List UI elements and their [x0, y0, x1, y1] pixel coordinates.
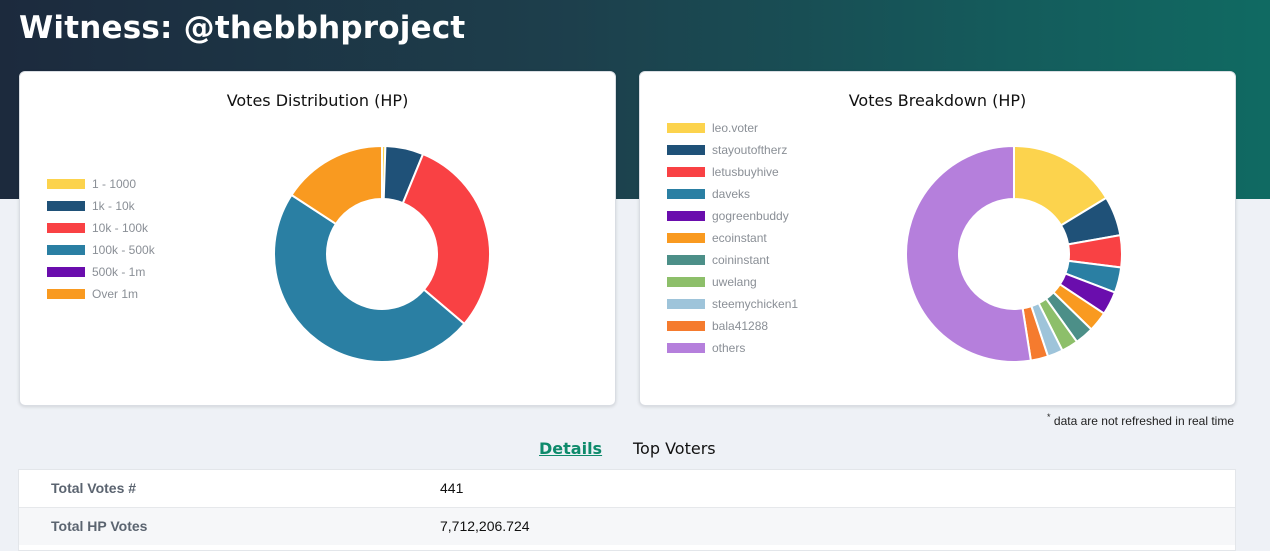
legend-swatch [667, 211, 705, 221]
breakdown-slice-others[interactable] [904, 144, 1033, 363]
total-hp-votes-value: 7,712,206.724 [440, 518, 530, 534]
legend-swatch [47, 223, 85, 233]
table-row: Total Votes # 441 [19, 470, 1235, 507]
legend-swatch [667, 167, 705, 177]
distribution-slice-over-1m[interactable] [290, 144, 383, 226]
legend-label: ecoinstant [712, 231, 767, 245]
table-row: Total HP Votes 7,712,206.724 [19, 507, 1235, 545]
legend-label: leo.voter [712, 121, 759, 135]
legend-label: 500k - 1m [92, 265, 146, 279]
distribution-slice-10k-100k[interactable] [401, 152, 491, 326]
legend-swatch [667, 343, 705, 353]
legend-label: stayoutoftherz [712, 143, 788, 157]
tab-details[interactable]: Details [539, 439, 603, 458]
total-votes-label: Total Votes # [51, 480, 137, 496]
legend-swatch [47, 289, 85, 299]
legend-label: daveks [712, 187, 751, 201]
legend-swatch [667, 145, 705, 155]
legend-swatch [47, 267, 85, 277]
legend-swatch [47, 245, 85, 255]
legend-swatch [667, 299, 705, 309]
votes-distribution-title: Votes Distribution (HP) [226, 91, 409, 110]
details-tabs: Details Top Voters [0, 439, 1270, 461]
legend-label: bala41288 [712, 319, 769, 333]
votes-distribution-legend: 1 - 1000 1k - 10k 10k - 100k 100k - 500k 500… [47, 177, 227, 317]
legend-swatch [667, 321, 705, 331]
legend-swatch [667, 233, 705, 243]
votes-breakdown-card: Votes Breakdown (HP) leo.voter stayoutoft… [639, 71, 1236, 406]
page-title: Witness: @thebbhproject [19, 10, 466, 46]
legend-swatch [47, 201, 85, 211]
legend-label: 10k - 100k [92, 221, 149, 235]
details-table: Total Votes # 441 Total HP Votes 7,712,2… [18, 469, 1236, 551]
legend-label: 1 - 1000 [92, 177, 137, 191]
distribution-slice-100k-500k[interactable] [273, 193, 466, 363]
total-votes-value: 441 [440, 480, 464, 496]
legend-swatch [667, 255, 705, 265]
legend-label: gogreenbuddy [712, 209, 789, 223]
refresh-note-text: data are not refreshed in real time [1050, 414, 1234, 428]
tab-top-voters[interactable]: Top Voters [633, 439, 716, 458]
votes-breakdown-title: Votes Breakdown (HP) [848, 91, 1027, 110]
total-hp-votes-label: Total HP Votes [51, 518, 148, 534]
legend-label: coininstant [712, 253, 770, 267]
legend-label: 1k - 10k [92, 199, 135, 213]
votes-breakdown-legend: leo.voter stayoutoftherz letusbuyhive davek… [667, 121, 867, 361]
refresh-note-marker: * [1047, 412, 1051, 422]
legend-label: letusbuyhive [712, 165, 779, 179]
votes-distribution-card: Votes Distribution (HP) 1 - 1000 1k - 10k… [19, 71, 616, 406]
votes-breakdown-donut-chart [904, 144, 1123, 363]
refresh-note: * data are not refreshed in real time [1047, 412, 1234, 428]
legend-swatch [667, 123, 705, 133]
legend-swatch [47, 179, 85, 189]
legend-label: others [712, 341, 746, 355]
legend-swatch [667, 277, 705, 287]
legend-label: steemychicken1 [712, 297, 799, 311]
votes-distribution-donut-chart [273, 144, 491, 363]
legend-label: uwelang [712, 275, 757, 289]
legend-label: 100k - 500k [92, 243, 155, 257]
legend-swatch [667, 189, 705, 199]
legend-label: Over 1m [92, 287, 139, 301]
